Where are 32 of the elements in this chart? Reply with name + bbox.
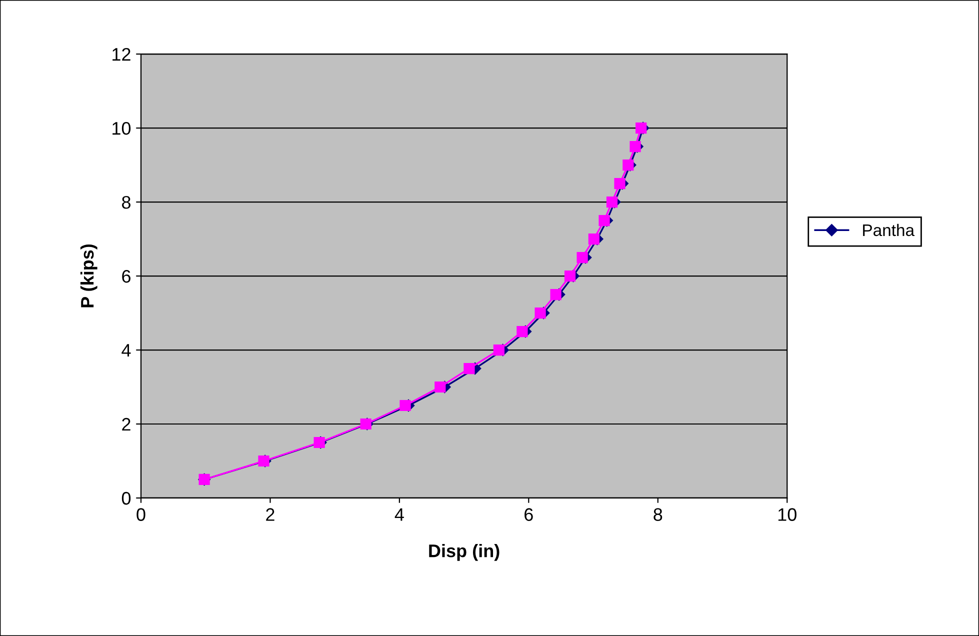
point [550,288,562,300]
x-tick-label: 10 [778,508,796,521]
point [564,270,576,282]
point [576,252,588,264]
point [614,178,626,190]
y-tick-label: 2 [122,418,130,431]
point [606,196,618,208]
point [622,159,634,171]
x-tick-label: 8 [654,508,662,521]
y-axis-title: P (kips) [80,244,98,308]
point [400,400,411,412]
y-tick-label: 8 [122,196,130,209]
point [534,307,546,319]
point [598,214,610,226]
x-tick-label: 2 [266,508,274,521]
y-tick-label: 4 [122,344,131,357]
y-tick-label: 10 [112,122,131,135]
point [636,122,647,134]
y-tick-label: 12 [112,48,130,61]
x-tick-label: 0 [136,508,146,521]
x-axis-title: Disp (in) [429,544,500,561]
point [493,344,504,356]
legend-label: Pantha [863,224,915,236]
point [588,233,600,245]
point [516,326,528,338]
point [464,362,475,374]
point [434,381,446,393]
x-tick-label: 6 [524,508,533,521]
point [630,140,641,152]
x-tick-label: 4 [394,508,404,521]
y-tick-label: 0 [122,492,131,505]
y-tick-label: 6 [122,270,130,283]
